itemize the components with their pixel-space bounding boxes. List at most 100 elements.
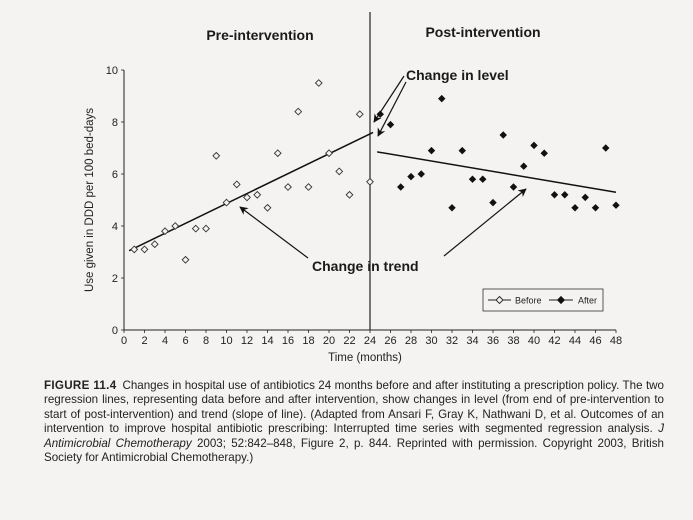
before-data-point (314, 79, 323, 87)
after-data-point (509, 183, 518, 191)
before-data-point (130, 245, 139, 254)
after-data-point (550, 191, 559, 199)
change-in-trend-arrow-left (239, 206, 309, 259)
x-tick-label: 8 (203, 335, 209, 347)
after-data-point (489, 198, 497, 207)
data-point-group (130, 79, 620, 264)
x-tick-label: 20 (323, 335, 335, 347)
caption-text-end: 2003; 52:842–848, Figure 2, p. 844. Repr… (44, 436, 664, 465)
x-tick-label: 28 (405, 335, 417, 347)
x-axis-label: Time (months) (328, 352, 402, 364)
after-data-point (438, 94, 446, 103)
pre-intervention-label: Pre-intervention (206, 27, 313, 43)
before-data-point (284, 183, 292, 191)
after-data-point (479, 175, 487, 183)
after-data-point (581, 193, 589, 202)
before-data-point (335, 167, 344, 176)
x-tick-label: 16 (282, 335, 294, 347)
legend: Before After (482, 288, 604, 312)
before-data-point (253, 190, 262, 199)
legend-before-marker (495, 295, 504, 305)
after-data-point (468, 175, 477, 183)
before-data-point (191, 224, 200, 233)
before-data-point (345, 190, 354, 199)
after-data-point (458, 146, 466, 155)
x-tick-label: 48 (610, 335, 622, 347)
caption-figure-label: FIGURE 11.4 (44, 379, 117, 392)
x-tick-label: 34 (466, 335, 478, 347)
after-data-point (397, 183, 405, 191)
after-data-point (612, 201, 620, 209)
x-tick-label: 4 (162, 335, 168, 347)
x-tick-label: 44 (569, 335, 581, 347)
x-tick-label: 42 (548, 335, 560, 347)
x-tick-label: 40 (528, 335, 540, 347)
x-tick-label: 46 (589, 335, 601, 347)
before-data-point (181, 255, 190, 264)
y-tick-label: 2 (112, 273, 118, 285)
after-data-point (602, 144, 610, 152)
before-trend-line (128, 131, 374, 252)
x-tick-label: 12 (241, 335, 253, 347)
before-data-point (325, 149, 333, 158)
y-tick-label: 8 (112, 117, 118, 129)
x-tick-label: 38 (507, 335, 519, 347)
change-in-trend-arrow-right (443, 188, 527, 257)
x-tick-label: 32 (446, 335, 458, 347)
before-data-point (263, 203, 272, 212)
legend-before-label: Before (515, 296, 542, 306)
change-in-trend-label: Change in trend (312, 258, 419, 274)
after-data-point (427, 146, 436, 155)
after-data-point (591, 204, 600, 212)
y-tick-label: 4 (112, 221, 118, 233)
trend-line-group (128, 131, 617, 252)
after-data-point (386, 120, 395, 129)
before-data-point (140, 245, 149, 254)
y-tick-label: 0 (112, 325, 118, 337)
y-tick-label: 6 (112, 169, 118, 181)
after-data-point (520, 162, 528, 170)
x-tick-label: 24 (364, 335, 376, 347)
before-data-point (150, 240, 159, 249)
x-tick-label: 18 (302, 335, 314, 347)
x-tick-label: 36 (487, 335, 499, 347)
x-tick-label: 2 (141, 335, 147, 347)
before-data-point (171, 222, 180, 230)
before-data-point (355, 110, 364, 119)
after-data-point (540, 149, 548, 157)
before-data-point (202, 224, 210, 233)
after-data-point (417, 170, 425, 178)
x-tick-label: 10 (220, 335, 232, 347)
before-data-point (366, 177, 374, 186)
after-data-point (499, 131, 507, 139)
after-data-point (448, 204, 456, 212)
change-in-level-arrow-upper (373, 75, 405, 123)
caption-journal: J Antimicrobial Chemotherapy (44, 422, 664, 450)
after-data-point (407, 172, 415, 181)
change-in-level-arrow-lower (377, 81, 407, 137)
after-data-point (530, 141, 538, 150)
before-data-point (161, 227, 169, 236)
before-data-point (273, 149, 282, 158)
x-tick-label: 14 (261, 335, 273, 347)
before-data-point (243, 193, 251, 202)
x-tick-label: 6 (182, 335, 188, 347)
x-tick-label: 0 (121, 335, 127, 347)
before-data-point (232, 180, 241, 189)
legend-box (482, 288, 604, 312)
before-data-point (294, 107, 303, 116)
before-data-point (222, 198, 231, 207)
figure-caption: FIGURE 11.4 Changes in hospital use of an… (44, 379, 664, 465)
x-tick-label: 26 (384, 335, 396, 347)
before-data-point (304, 183, 313, 191)
y-tick-group: 0 2 4 6 8 10 (106, 65, 124, 337)
change-in-level-label: Change in level (406, 67, 509, 83)
after-data-point (571, 204, 579, 212)
after-data-point (561, 191, 569, 199)
after-trend-line (377, 151, 617, 193)
legend-after-marker (556, 295, 566, 305)
legend-after-label: After (578, 296, 597, 306)
y-tick-label: 10 (106, 65, 118, 77)
x-tick-label: 30 (425, 335, 437, 347)
